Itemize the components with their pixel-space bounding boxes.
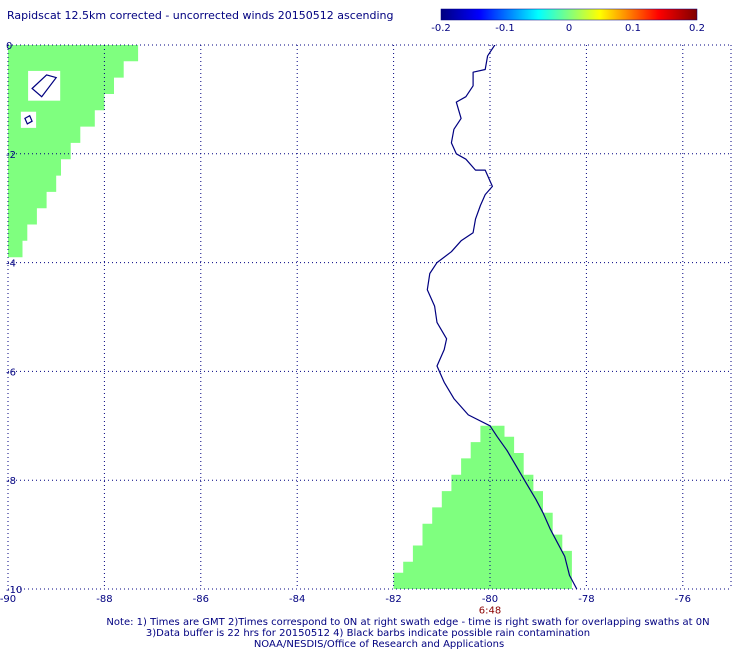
- colorbar-ticks: -0.2 -0.1 0 0.1 0.2: [431, 23, 705, 34]
- chart-title: Rapidscat 12.5km corrected - uncorrected…: [7, 9, 393, 22]
- island-1-outline: [31, 74, 58, 98]
- colorbar-gradient: [440, 8, 698, 21]
- y-tick-label: -10: [6, 585, 22, 596]
- grid-layer: [7, 44, 732, 590]
- colorbar-tick-label: -0.2: [431, 23, 451, 34]
- y-tick-label: 0: [6, 41, 12, 52]
- island-2-no-data: [20, 111, 37, 128]
- note-line-2: 3)Data buffer is 22 hrs for 20150512 4) …: [146, 628, 590, 639]
- note-line-1: Note: 1) Times are GMT 2)Times correspon…: [106, 617, 709, 628]
- x-tick-label: -90: [0, 594, 16, 605]
- x-tick-label: -82: [385, 594, 401, 605]
- x-tick-label: -86: [193, 594, 209, 605]
- note-line-3: NOAA/NESDIS/Office of Research and Appli…: [254, 639, 504, 650]
- y-tick-label: -8: [6, 476, 16, 487]
- coastline-path: [426, 45, 578, 589]
- colorbar-tick-label: 0.1: [625, 23, 641, 34]
- colorbar-tick-label: -0.1: [495, 23, 515, 34]
- x-tick-label: -88: [96, 594, 112, 605]
- colorbar: -0.2 -0.1 0 0.1 0.2: [431, 8, 705, 34]
- swath-west-polygon: [8, 45, 139, 258]
- y-tick-label: -2: [6, 150, 16, 161]
- colorbar-tick-label: 0: [566, 23, 572, 34]
- y-axis-ticks: 0 -2 -4 -6 -8 -10: [6, 41, 22, 596]
- swath-east-polygon: [393, 425, 572, 589]
- island-2-outline: [24, 114, 33, 125]
- x-tick-label: -76: [675, 594, 691, 605]
- swath-time-label: 6:48: [479, 606, 501, 617]
- x-tick-label: -84: [289, 594, 305, 605]
- y-tick-label: -6: [6, 367, 16, 378]
- swath-layer: [8, 45, 572, 589]
- x-tick-label: -80: [482, 594, 498, 605]
- y-tick-label: -4: [6, 259, 16, 270]
- coastline-layer: [24, 45, 578, 589]
- x-tick-label: -78: [578, 594, 594, 605]
- colorbar-tick-label: 0.2: [689, 23, 705, 34]
- island-1-no-data: [28, 70, 61, 101]
- x-axis-ticks: -90 -88 -86 -84 -82 -80 -78 -76: [0, 594, 691, 605]
